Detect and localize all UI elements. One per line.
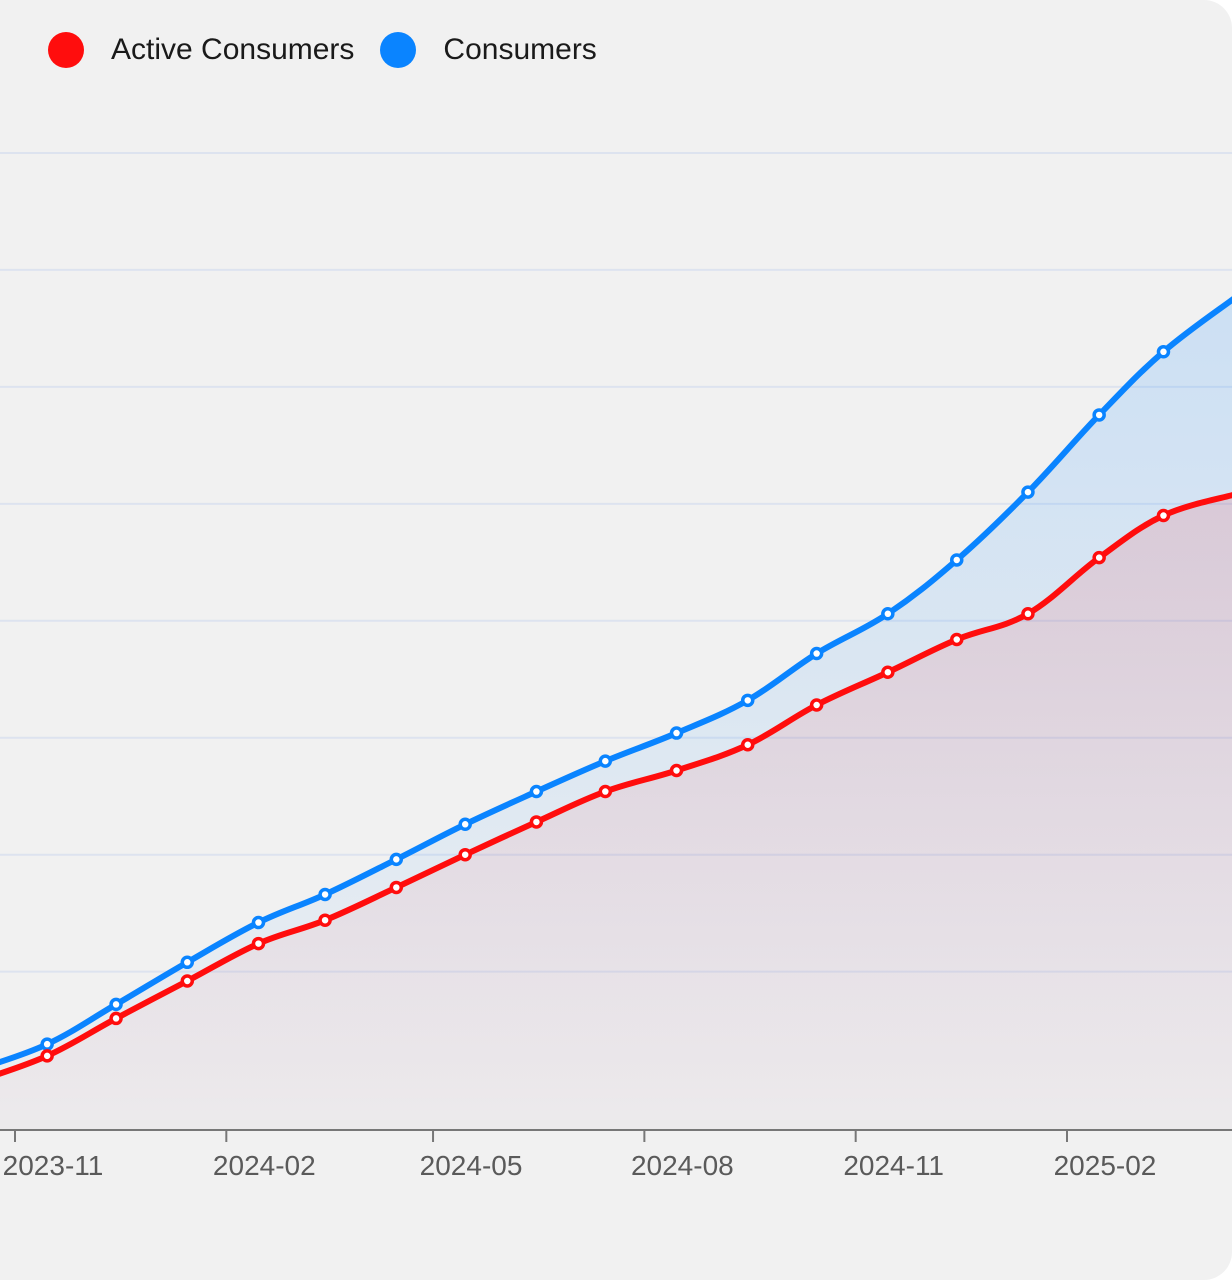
point-consumers <box>598 754 613 768</box>
point-active-consumers <box>809 698 824 712</box>
x-tick-label: 2024-11 <box>843 1150 944 1181</box>
point-active-consumers <box>949 632 964 647</box>
point-active-consumers <box>669 763 684 778</box>
x-tick-label: 2023-11 <box>3 1150 104 1181</box>
point-consumers <box>1156 345 1171 359</box>
point-consumers <box>529 784 544 799</box>
point-active-consumers <box>740 738 755 752</box>
point-active-consumers <box>389 880 404 895</box>
point-consumers <box>949 553 964 567</box>
point-consumers <box>251 915 266 930</box>
point-active-consumers <box>1092 550 1106 565</box>
point-consumers <box>180 955 195 970</box>
point-consumers <box>740 693 755 708</box>
point-consumers <box>318 887 332 902</box>
legend-item-consumers[interactable]: Consumers <box>380 32 597 68</box>
gridlines <box>0 151 1232 973</box>
point-active-consumers <box>1021 607 1035 621</box>
series-areas <box>0 299 1232 1130</box>
x-tick-label: 2024-05 <box>420 1150 523 1181</box>
x-tick-label: 2024-08 <box>631 1150 734 1181</box>
point-active-consumers <box>529 815 544 829</box>
x-tick-label: 2024-02 <box>213 1150 316 1181</box>
legend-marker-consumers <box>380 32 417 68</box>
x-tick-label: 2025-02 <box>1054 1150 1157 1181</box>
point-consumers <box>458 817 472 832</box>
chart-legend: Active Consumers Consumers <box>48 28 597 72</box>
legend-item-active-consumers[interactable]: Active Consumers <box>48 32 354 68</box>
area-active-consumers <box>0 495 1232 1130</box>
legend-label-active-consumers: Active Consumers <box>111 33 355 66</box>
point-consumers <box>1021 485 1035 499</box>
legend-marker-active-consumers <box>48 32 84 68</box>
point-active-consumers <box>318 913 332 927</box>
legend-label-consumers: Consumers <box>443 33 597 66</box>
point-active-consumers <box>458 847 472 862</box>
point-active-consumers <box>40 1049 54 1063</box>
point-active-consumers <box>881 665 895 679</box>
point-consumers <box>809 646 824 661</box>
series-points <box>40 345 1171 1063</box>
point-consumers <box>389 852 404 867</box>
point-consumers <box>40 1037 54 1051</box>
point-active-consumers <box>251 936 266 951</box>
point-consumers <box>669 726 684 740</box>
point-active-consumers <box>598 784 613 799</box>
point-active-consumers <box>1156 508 1171 523</box>
point-consumers <box>881 607 895 621</box>
x-axis: 2023-11 2024-02 2024-05 2024-08 2024-11 2025-… <box>0 1129 1232 1181</box>
point-consumers <box>1092 408 1106 422</box>
point-active-consumers <box>180 974 195 988</box>
point-active-consumers <box>109 1011 123 1026</box>
point-consumers <box>109 997 123 1012</box>
